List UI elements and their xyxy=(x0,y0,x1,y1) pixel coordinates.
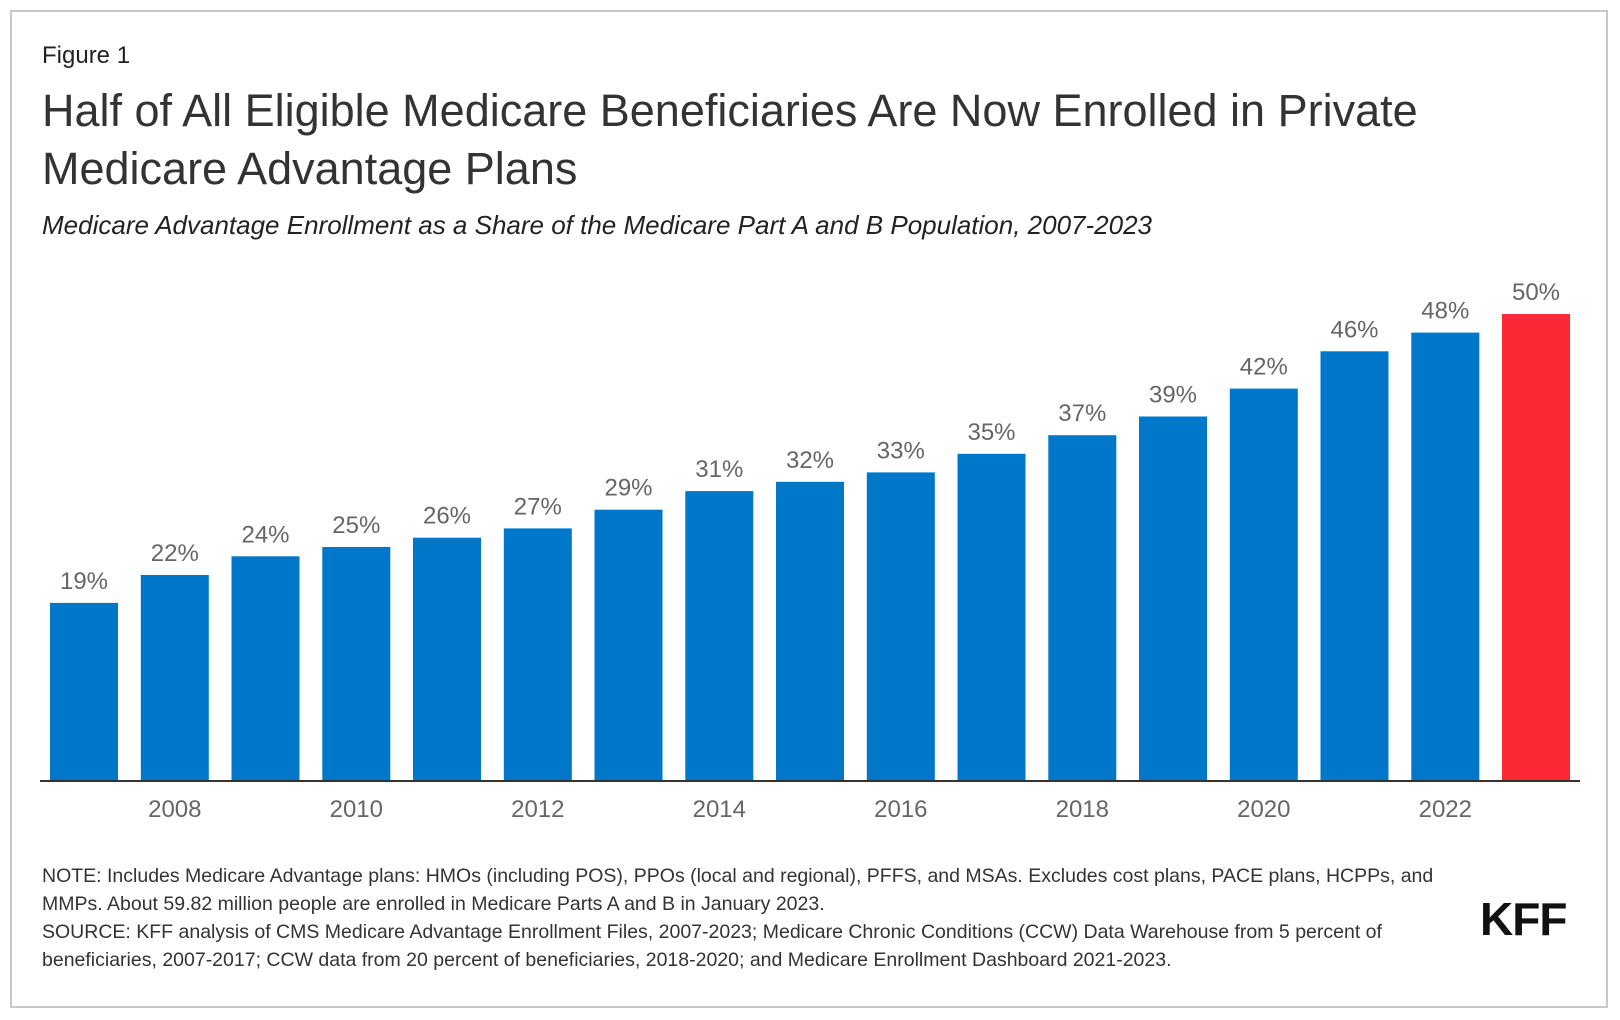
footer-note: NOTE: Includes Medicare Advantage plans:… xyxy=(42,865,1434,915)
bar-2021 xyxy=(1320,351,1389,780)
bar-2019 xyxy=(1139,416,1207,780)
bar-2022 xyxy=(1411,332,1480,780)
data-label-2017: 35% xyxy=(967,419,1015,446)
data-label-2016: 33% xyxy=(877,437,925,464)
bar-2009 xyxy=(231,556,300,780)
chart-title: Half of All Eligible Medicare Beneficiar… xyxy=(42,85,1418,194)
x-tick-labels-group: 2008 2010 2012 2014 2016 2018 2020 2022 xyxy=(148,796,1472,823)
chart-subtitle: Medicare Advantage Enrollment as a Share… xyxy=(42,210,1153,240)
bar-2010 xyxy=(322,547,391,780)
data-label-2012: 27% xyxy=(514,493,562,520)
bar-2007 xyxy=(50,602,118,780)
bar-2015 xyxy=(776,481,844,780)
bar-2023 xyxy=(1502,314,1570,780)
bar-2008 xyxy=(140,575,209,780)
data-label-2023: 50% xyxy=(1512,279,1560,306)
bar-2016 xyxy=(866,472,935,780)
data-label-2013: 29% xyxy=(604,475,652,502)
x-tick-2022: 2022 xyxy=(1419,796,1472,823)
footer-notes: NOTE: Includes Medicare Advantage plans:… xyxy=(42,862,1442,974)
data-label-2014: 31% xyxy=(695,456,743,483)
data-label-2018: 37% xyxy=(1058,400,1106,427)
data-label-2015: 32% xyxy=(786,447,834,474)
data-label-2009: 24% xyxy=(241,521,289,548)
bar-2014 xyxy=(685,491,754,780)
data-label-2007: 19% xyxy=(60,568,108,595)
x-tick-2008: 2008 xyxy=(148,796,201,823)
x-tick-2018: 2018 xyxy=(1056,796,1109,823)
bar-2017 xyxy=(957,453,1026,780)
bar-2020 xyxy=(1229,388,1298,780)
bars-group xyxy=(50,314,1570,780)
x-tick-2012: 2012 xyxy=(511,796,564,823)
x-tick-2016: 2016 xyxy=(874,796,927,823)
x-tick-2014: 2014 xyxy=(693,796,746,823)
data-label-2011: 26% xyxy=(423,503,471,530)
data-label-2022: 48% xyxy=(1421,298,1469,325)
data-labels-group: 19% 22% 24% 25% 26% 27% 29% 31% 32% 33% 35% 37% 39% 4… xyxy=(60,279,1560,595)
data-label-2008: 22% xyxy=(151,540,199,567)
bar-2011 xyxy=(413,537,481,780)
data-label-2020: 42% xyxy=(1240,354,1288,381)
figure-label: Figure 1 xyxy=(42,42,131,69)
x-tick-2020: 2020 xyxy=(1237,796,1290,823)
bar-2018 xyxy=(1048,435,1117,780)
data-label-2019: 39% xyxy=(1149,382,1197,409)
x-tick-2010: 2010 xyxy=(330,796,383,823)
bar-2013 xyxy=(594,509,663,780)
bar-2012 xyxy=(503,528,572,780)
data-label-2021: 46% xyxy=(1330,316,1378,343)
data-label-2010: 25% xyxy=(332,512,380,539)
kff-logo: KFF xyxy=(1480,893,1567,945)
footer-source: SOURCE: KFF analysis of CMS Medicare Adv… xyxy=(42,921,1382,971)
